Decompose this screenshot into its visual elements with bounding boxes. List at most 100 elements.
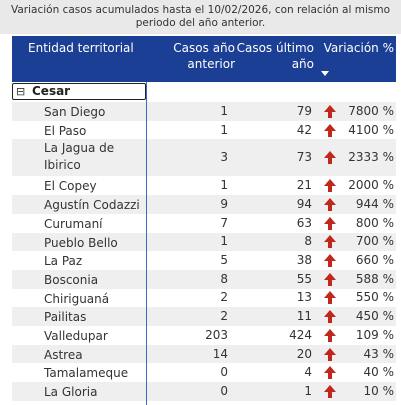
- up-arrow: [324, 272, 336, 286]
- number-cell: 3: [220, 150, 228, 165]
- number-cell: 21: [296, 178, 312, 193]
- header-cell[interactable]: Variación %: [323, 41, 394, 55]
- up-arrow: [324, 366, 336, 380]
- number-cell: 7: [220, 215, 228, 230]
- table-row: La Gloria 0 1 10 %: [12, 382, 396, 401]
- group-box[interactable]: [12, 83, 146, 100]
- number-cell: 700 %: [355, 234, 394, 249]
- number-cell: 79: [296, 103, 312, 118]
- up-arrow: [324, 384, 336, 398]
- number-cell: 660 %: [355, 253, 394, 268]
- number-cell: 550 %: [355, 290, 394, 305]
- entity-cell: San Diego: [44, 105, 106, 119]
- number-cell: 8: [220, 271, 228, 286]
- number-cell: 450 %: [355, 309, 394, 324]
- table-row: Pueblo Bello 1 8 700 %: [12, 232, 396, 252]
- table-row: El Paso 1 42 4100 %: [12, 121, 396, 140]
- up-arrow: [324, 347, 336, 361]
- number-cell: 14: [212, 346, 228, 361]
- number-cell: 94: [296, 196, 312, 211]
- number-cell: 1: [220, 178, 228, 193]
- table-row: San Diego 1 79 7800 %: [12, 102, 396, 121]
- number-cell: 42: [296, 122, 312, 137]
- table-row: Agustín Codazzi 9 94 944 %: [12, 195, 396, 214]
- entity-cell: Bosconia: [44, 272, 99, 287]
- number-cell: 1: [304, 383, 312, 398]
- number-cell: 40 %: [363, 365, 395, 380]
- group-row: ⊟ Cesar: [12, 83, 396, 100]
- table-row: Bosconia 8 55 588 %: [12, 269, 396, 289]
- number-cell: 2: [220, 309, 228, 324]
- number-cell: 588 %: [355, 271, 394, 286]
- up-arrow: [324, 104, 336, 118]
- entity-cell: Pueblo Bello: [44, 235, 118, 250]
- number-cell: 5: [220, 253, 228, 268]
- number-cell: 63: [296, 215, 312, 230]
- number-cell: 2000 %: [348, 178, 394, 193]
- expand-icon[interactable]: ⊟: [16, 85, 26, 98]
- entity-cell: El Paso: [44, 123, 87, 138]
- number-cell: 800 %: [355, 215, 394, 230]
- up-arrow: [324, 151, 336, 165]
- entity-cell: La Paz: [44, 254, 83, 269]
- number-cell: 1: [220, 234, 228, 249]
- number-cell: 0: [220, 383, 228, 398]
- number-cell: 1: [220, 103, 228, 118]
- number-cell: 9: [220, 196, 228, 211]
- header-cell[interactable]: Entidad territorial: [28, 41, 134, 55]
- number-cell: 10 %: [363, 383, 395, 398]
- table-header: Entidad territorial Casos año anterior C…: [12, 36, 396, 82]
- number-cell: 2333 %: [348, 150, 394, 165]
- number-cell: 20: [296, 346, 312, 361]
- number-cell: 8: [304, 234, 312, 249]
- up-arrow: [324, 197, 336, 211]
- number-cell: 109 %: [355, 327, 394, 342]
- number-cell: 43 %: [363, 346, 395, 361]
- sort-icon: [321, 71, 329, 76]
- entity-cell: La Jagua de Ibirico: [44, 141, 115, 173]
- number-cell: 203: [205, 327, 228, 342]
- number-cell: 13: [296, 290, 312, 305]
- table-row: Curumaní 7 63 800 %: [12, 214, 396, 233]
- up-arrow: [324, 216, 336, 230]
- number-cell: 73: [296, 150, 312, 165]
- up-arrow: [324, 123, 336, 137]
- number-cell: 424: [289, 327, 312, 342]
- number-cell: 4: [304, 365, 312, 380]
- number-cell: 55: [296, 271, 312, 286]
- table-row: Astrea 14 20 43 %: [12, 344, 396, 364]
- entity-cell: Curumaní: [44, 216, 103, 231]
- table-row: Tamalameque 0 4 40 %: [12, 363, 396, 382]
- up-arrow: [324, 291, 336, 305]
- entity-cell: El Copey: [44, 179, 97, 194]
- entity-cell: Pailitas: [44, 310, 87, 325]
- table-row: Chiriguaná 2 13 550 %: [12, 289, 396, 308]
- number-cell: 0: [220, 365, 228, 380]
- entity-cell: Agustín Codazzi: [44, 198, 140, 213]
- entity-cell: Valledupar: [44, 329, 108, 343]
- entity-cell: Tamalameque: [44, 366, 129, 381]
- number-cell: 7800 %: [348, 103, 394, 118]
- title-bar: Variación casos acumulados hasta el 10/0…: [0, 0, 401, 34]
- number-cell: 944 %: [355, 196, 394, 211]
- divider: [146, 82, 147, 405]
- entity-cell: Chiriguaná: [44, 291, 110, 306]
- number-cell: 11: [296, 309, 312, 324]
- table-row: El Copey 1 21 2000 %: [12, 176, 396, 195]
- number-cell: 2: [220, 290, 228, 305]
- number-cell: 38: [296, 253, 312, 268]
- title-line: periodo del año anterior.: [135, 17, 266, 29]
- table-row: La Paz 5 38 660 %: [12, 251, 396, 270]
- entity-cell: Astrea: [44, 347, 83, 362]
- up-arrow: [324, 235, 336, 249]
- up-arrow: [324, 254, 336, 268]
- header-cell[interactable]: Casos año anterior: [173, 41, 235, 71]
- header-cell[interactable]: Casos último año: [236, 41, 314, 71]
- up-arrow: [324, 179, 336, 193]
- table-row: Valledupar 203 424 109 %: [12, 326, 396, 345]
- up-arrow: [324, 310, 336, 324]
- number-cell: 1: [220, 122, 228, 137]
- group-label: Cesar: [32, 84, 71, 98]
- table-row: Pailitas 2 11 450 %: [12, 307, 396, 326]
